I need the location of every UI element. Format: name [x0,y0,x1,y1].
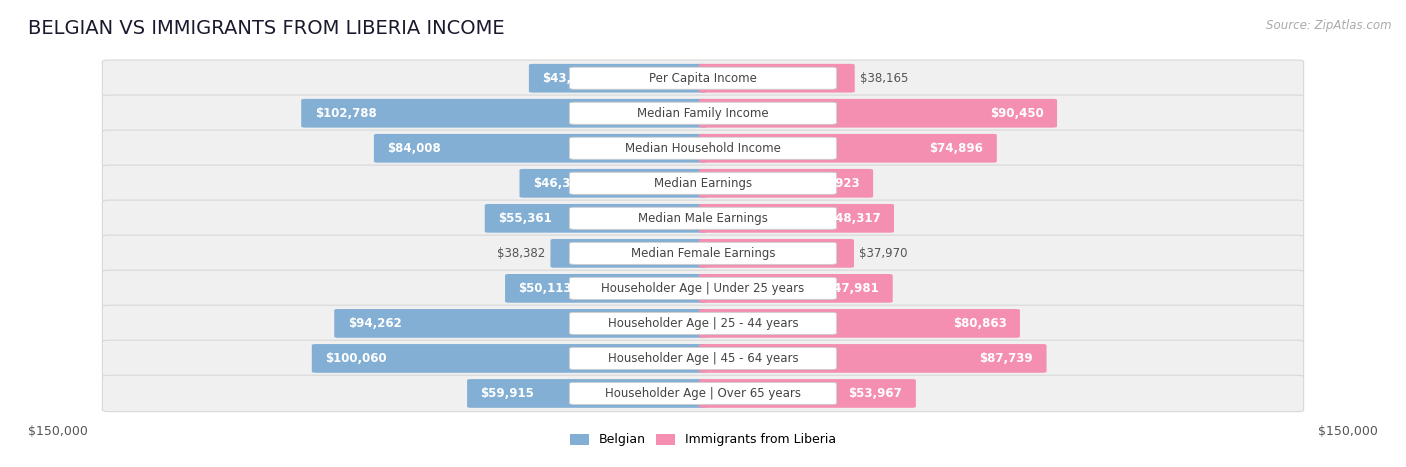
Text: $37,970: $37,970 [859,247,908,260]
FancyBboxPatch shape [569,242,837,264]
FancyBboxPatch shape [699,309,1019,338]
FancyBboxPatch shape [569,137,837,159]
FancyBboxPatch shape [103,95,1303,132]
FancyBboxPatch shape [569,67,837,89]
FancyBboxPatch shape [569,347,837,369]
Text: $43,951: $43,951 [543,72,596,85]
FancyBboxPatch shape [699,239,853,268]
Text: $53,967: $53,967 [849,387,903,400]
Text: $94,262: $94,262 [347,317,402,330]
FancyBboxPatch shape [569,207,837,229]
Legend: Belgian, Immigrants from Liberia: Belgian, Immigrants from Liberia [565,428,841,452]
FancyBboxPatch shape [699,344,1046,373]
Text: $47,981: $47,981 [825,282,879,295]
FancyBboxPatch shape [103,200,1303,236]
FancyBboxPatch shape [569,102,837,124]
Text: Median Household Income: Median Household Income [626,142,780,155]
FancyBboxPatch shape [467,379,707,408]
Text: $46,375: $46,375 [533,177,586,190]
FancyBboxPatch shape [699,204,894,233]
Text: $50,113: $50,113 [519,282,572,295]
FancyBboxPatch shape [699,64,855,92]
FancyBboxPatch shape [103,340,1303,376]
Text: Per Capita Income: Per Capita Income [650,72,756,85]
FancyBboxPatch shape [519,169,707,198]
FancyBboxPatch shape [550,239,707,268]
FancyBboxPatch shape [569,172,837,194]
Text: Source: ZipAtlas.com: Source: ZipAtlas.com [1267,19,1392,32]
Text: Householder Age | Over 65 years: Householder Age | Over 65 years [605,387,801,400]
FancyBboxPatch shape [301,99,707,127]
Text: $59,915: $59,915 [481,387,534,400]
Text: $48,317: $48,317 [827,212,880,225]
FancyBboxPatch shape [529,64,707,92]
Text: $100,060: $100,060 [325,352,387,365]
Text: $74,896: $74,896 [929,142,983,155]
FancyBboxPatch shape [103,375,1303,412]
Text: Householder Age | 25 - 44 years: Householder Age | 25 - 44 years [607,317,799,330]
FancyBboxPatch shape [374,134,707,163]
FancyBboxPatch shape [103,60,1303,96]
FancyBboxPatch shape [569,382,837,404]
Text: BELGIAN VS IMMIGRANTS FROM LIBERIA INCOME: BELGIAN VS IMMIGRANTS FROM LIBERIA INCOM… [28,19,505,38]
FancyBboxPatch shape [335,309,707,338]
FancyBboxPatch shape [103,165,1303,201]
Text: Median Female Earnings: Median Female Earnings [631,247,775,260]
Text: $150,000: $150,000 [28,425,89,438]
FancyBboxPatch shape [312,344,707,373]
FancyBboxPatch shape [699,274,893,303]
Text: $80,863: $80,863 [953,317,1007,330]
Text: $90,450: $90,450 [990,107,1043,120]
Text: Median Male Earnings: Median Male Earnings [638,212,768,225]
Text: Householder Age | 45 - 64 years: Householder Age | 45 - 64 years [607,352,799,365]
FancyBboxPatch shape [569,277,837,299]
FancyBboxPatch shape [699,134,997,163]
FancyBboxPatch shape [699,169,873,198]
FancyBboxPatch shape [699,379,915,408]
FancyBboxPatch shape [103,235,1303,272]
FancyBboxPatch shape [103,270,1303,306]
FancyBboxPatch shape [569,312,837,334]
Text: Median Family Income: Median Family Income [637,107,769,120]
FancyBboxPatch shape [485,204,707,233]
Text: $38,382: $38,382 [496,247,546,260]
Text: Householder Age | Under 25 years: Householder Age | Under 25 years [602,282,804,295]
Text: $55,361: $55,361 [498,212,553,225]
Text: $38,165: $38,165 [860,72,908,85]
Text: $87,739: $87,739 [980,352,1033,365]
Text: $102,788: $102,788 [315,107,377,120]
FancyBboxPatch shape [103,130,1303,166]
Text: $150,000: $150,000 [1317,425,1378,438]
FancyBboxPatch shape [103,305,1303,342]
FancyBboxPatch shape [505,274,707,303]
Text: $84,008: $84,008 [388,142,441,155]
FancyBboxPatch shape [699,99,1057,127]
Text: Median Earnings: Median Earnings [654,177,752,190]
Text: $42,923: $42,923 [806,177,859,190]
